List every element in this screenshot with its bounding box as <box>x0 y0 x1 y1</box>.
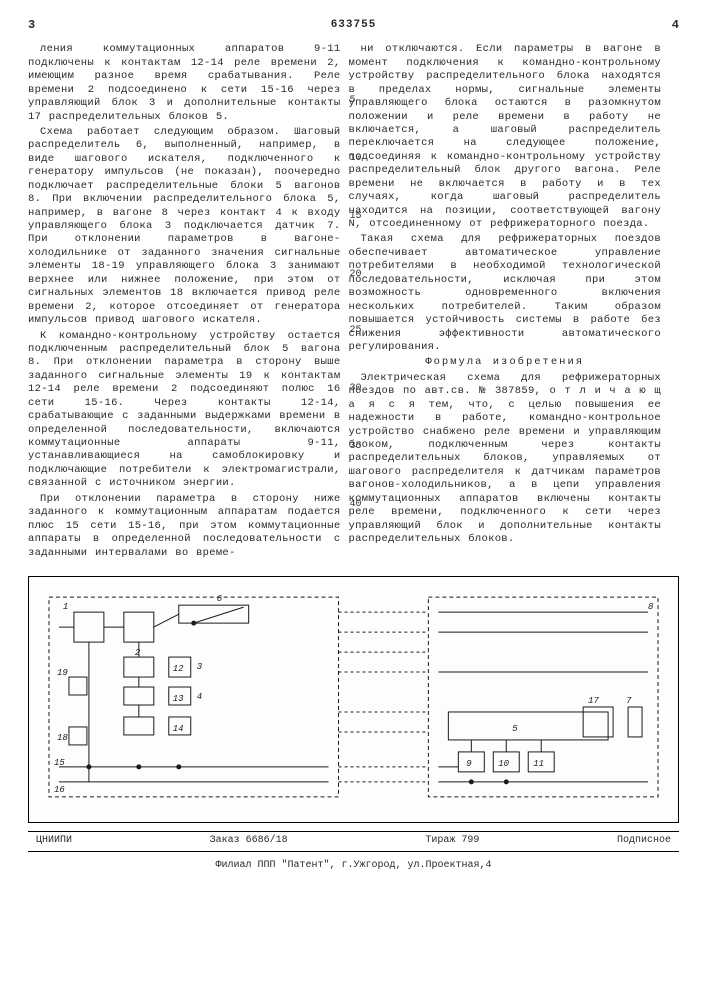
svg-text:6: 6 <box>217 594 223 604</box>
svg-text:8: 8 <box>648 602 654 612</box>
svg-text:3: 3 <box>197 662 203 672</box>
para: Электрическая схема для рефрижераторных … <box>348 372 660 547</box>
line-marker: 20 <box>350 269 362 282</box>
page-num-right: 4 <box>672 18 679 33</box>
page-num-left: 3 <box>28 18 35 33</box>
svg-text:7: 7 <box>626 696 632 706</box>
body-columns: ления коммутационных аппаратов 9-11 подк… <box>28 43 679 562</box>
svg-text:4: 4 <box>197 692 202 702</box>
svg-text:1: 1 <box>63 602 68 612</box>
print-run: Тираж 799 <box>425 835 479 848</box>
schematic-svg: 1 2 3 4 5 6 7 8 9 10 11 12 13 14 15 16 1… <box>29 577 678 822</box>
document-number: 633755 <box>331 18 377 32</box>
svg-text:5: 5 <box>512 724 518 734</box>
circuit-diagram: 1 2 3 4 5 6 7 8 9 10 11 12 13 14 15 16 1… <box>28 576 679 823</box>
right-column: ни отключаются. Если параметры в вагоне … <box>348 43 660 562</box>
line-marker: 35 <box>350 441 362 454</box>
order-number: Заказ 6686/18 <box>210 835 288 848</box>
svg-text:12: 12 <box>173 664 184 674</box>
left-column: ления коммутационных аппаратов 9-11 подк… <box>28 43 340 562</box>
colophon-row: ЦНИИПИ Заказ 6686/18 Тираж 799 Подписное <box>28 831 679 852</box>
line-marker: 30 <box>350 383 362 396</box>
svg-text:18: 18 <box>57 733 68 743</box>
svg-text:16: 16 <box>54 785 65 795</box>
svg-text:19: 19 <box>57 668 68 678</box>
line-marker: 10 <box>350 153 362 166</box>
svg-text:15: 15 <box>54 758 65 768</box>
line-marker: 25 <box>350 325 362 338</box>
claims-heading: Формула изобретения <box>348 356 660 369</box>
imprint-line: Филиал ППП "Патент", г.Ужгород, ул.Проек… <box>28 860 679 873</box>
line-marker: 40 <box>350 499 362 512</box>
page-header: 3 633755 4 <box>28 18 679 33</box>
para: Схема работает следующим образом. Шаговы… <box>28 126 340 328</box>
svg-text:2: 2 <box>135 648 141 658</box>
line-marker: 5 <box>350 95 356 108</box>
para: ления коммутационных аппаратов 9-11 подк… <box>28 43 340 124</box>
svg-text:13: 13 <box>173 694 184 704</box>
para: При отклонении параметра в сторону ниже … <box>28 493 340 560</box>
svg-text:14: 14 <box>173 724 184 734</box>
line-marker: 15 <box>350 211 362 224</box>
publisher: ЦНИИПИ <box>36 835 72 848</box>
para: ни отключаются. Если параметры в вагоне … <box>348 43 660 231</box>
svg-text:9: 9 <box>466 759 472 769</box>
svg-text:17: 17 <box>588 696 599 706</box>
para: К командно-контрольному устройству остае… <box>28 330 340 491</box>
para: Такая схема для рефрижераторных поездов … <box>348 233 660 354</box>
svg-text:10: 10 <box>498 759 509 769</box>
subscription: Подписное <box>617 835 671 848</box>
svg-text:11: 11 <box>533 759 544 769</box>
